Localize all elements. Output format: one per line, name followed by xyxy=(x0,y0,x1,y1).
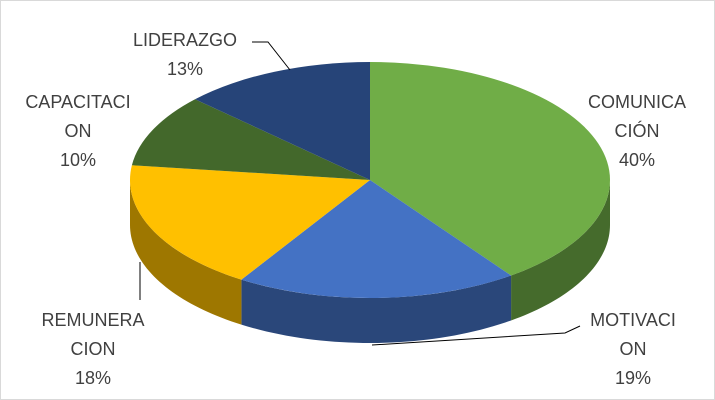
leader-line xyxy=(252,41,291,71)
data-label: CAPACITACION 10% xyxy=(22,88,134,175)
data-label: REMUNERACION 18% xyxy=(40,306,146,393)
value-label: 19% xyxy=(614,368,652,388)
data-label: COMUNICACIÓN 40% xyxy=(585,88,689,175)
slice xyxy=(195,62,370,180)
slice xyxy=(131,99,370,180)
slice-side xyxy=(511,180,610,321)
data-label: MOTIVACION 19% xyxy=(585,306,681,393)
category-label: CAPACITACION xyxy=(25,92,131,141)
slice xyxy=(130,165,370,280)
category-label: REMUNERACION xyxy=(41,310,145,359)
slice xyxy=(241,180,512,298)
value-label: 13% xyxy=(166,59,204,79)
slice-side xyxy=(130,180,242,325)
category-label: MOTIVACION xyxy=(590,310,676,359)
value-label: 40% xyxy=(618,150,656,170)
leader-line xyxy=(371,325,581,346)
value-label: 18% xyxy=(74,368,112,388)
value-label: 10% xyxy=(59,150,97,170)
category-label: LIDERAZGO xyxy=(132,30,238,50)
pie xyxy=(130,62,611,343)
slice-side xyxy=(241,275,512,343)
category-label: COMUNICACIÓN xyxy=(588,92,686,141)
slice xyxy=(370,62,611,276)
data-label: LIDERAZGO 13% xyxy=(115,26,255,84)
